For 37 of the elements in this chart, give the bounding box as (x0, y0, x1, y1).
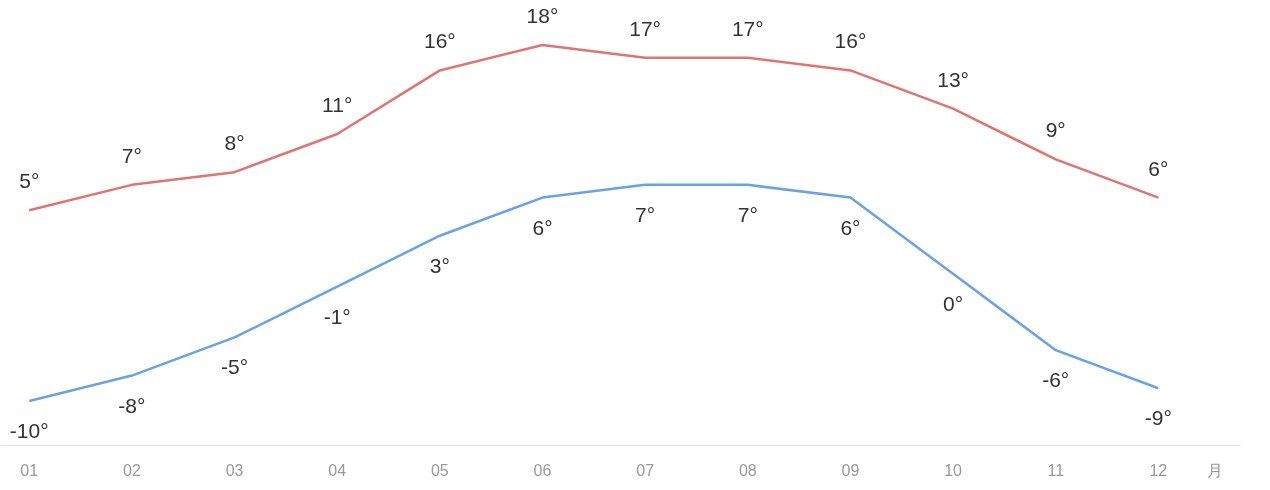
x-tick-label: 03 (225, 461, 244, 479)
data-label: 7° (635, 202, 656, 226)
data-label: -5° (221, 355, 249, 379)
data-label: 6° (532, 215, 553, 239)
x-tick-label: 02 (122, 461, 141, 479)
data-label: 3° (429, 253, 450, 277)
x-tick-label: 11 (1047, 461, 1065, 479)
data-label: 7° (121, 143, 142, 167)
data-label: 18° (526, 4, 559, 27)
data-label: 11° (322, 93, 353, 116)
x-tick-label: 05 (430, 461, 449, 479)
data-label: 6° (1148, 156, 1169, 180)
x-axis-title: 月 (1206, 461, 1223, 479)
data-label: 16° (834, 29, 867, 53)
data-label: -6° (1042, 368, 1070, 392)
data-label: -1° (323, 304, 351, 328)
data-label: 8° (224, 131, 245, 155)
x-tick-label: 08 (738, 461, 757, 479)
x-tick-label: 12 (1149, 461, 1168, 479)
x-tick-label: 07 (636, 461, 655, 479)
x-tick-label: 10 (944, 461, 963, 479)
data-label: -10° (9, 419, 49, 442)
x-tick-label: 09 (841, 461, 860, 479)
data-label: 9° (1045, 118, 1066, 142)
data-label: 0° (943, 291, 964, 315)
data-label: 5° (19, 169, 40, 193)
data-label: 7° (737, 202, 758, 226)
data-label: 16° (423, 29, 456, 53)
data-label: -8° (118, 393, 146, 417)
x-tick-label: 06 (533, 461, 552, 479)
data-label: 17° (629, 16, 662, 40)
x-tick-label: 01 (20, 461, 39, 479)
data-label: 17° (731, 16, 764, 40)
x-tick-label: 04 (328, 461, 347, 479)
data-label: 6° (840, 215, 861, 239)
data-label: -9° (1144, 406, 1172, 430)
data-label: 13° (937, 67, 969, 91)
